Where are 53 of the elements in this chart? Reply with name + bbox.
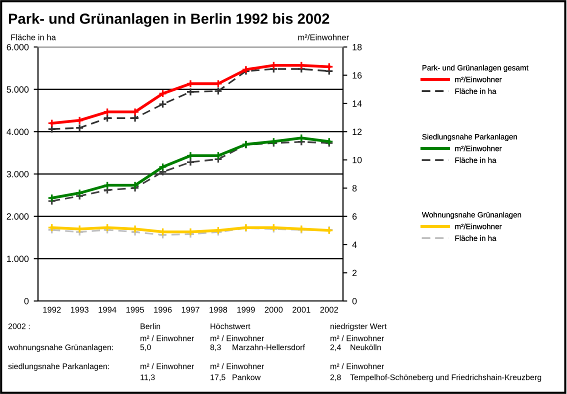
y2-tick-label: 10 (352, 156, 362, 164)
y2-tick-label: 8 (352, 185, 357, 192)
y2-tick-label: 4 (352, 242, 357, 248)
text: Berlin (140, 323, 160, 330)
y2-tick-label: 18 (352, 44, 362, 50)
x-tick-label: 1997 (182, 306, 200, 313)
y-tick-label: 3.000 (6, 170, 29, 178)
text: 11,3 (140, 374, 155, 382)
y2-tick-label: 16 (352, 72, 362, 79)
text: 8,3 (210, 344, 221, 352)
y-tick-label: 6.000 (6, 44, 29, 50)
text: m² / Einwohner (140, 335, 194, 342)
text: 2002 : (8, 323, 30, 330)
y-tick-label: 0 (24, 298, 29, 304)
text: Pankow (232, 374, 261, 380)
y-tick-label: 2.000 (6, 213, 29, 220)
x-tick-label: 1992 (43, 306, 61, 313)
text: m² / Einwohner (210, 335, 264, 342)
y2-tick-label: 0 (352, 298, 357, 304)
text: 17,5 (210, 374, 226, 382)
text: niedrigster Wert (330, 323, 387, 331)
text: m² / Einwohner (210, 363, 264, 370)
x-tick-label: 1995 (126, 306, 144, 313)
y2-tick-label: 12 (352, 128, 362, 135)
x-tick-label: 1994 (98, 306, 116, 313)
chart-title: Park- und Grünanlagen in Berlin 1992 bis 2002 (8, 13, 330, 27)
y-axis-title: Fläche in ha (11, 34, 56, 40)
text: m² / Einwohner (330, 335, 384, 342)
text: wohnungsnahe Grünanlagen: (8, 344, 113, 352)
x-tick-label: 2002 (320, 306, 338, 313)
text: Tempelhof-Schöneberg und Friedrichshain-Kreuzberg (350, 374, 542, 382)
y-tick-label: 1.000 (7, 256, 29, 262)
y2-axis-title: m²/Einwohner (298, 34, 349, 40)
y2-tick-label: 14 (352, 100, 362, 107)
x-tick-label: 2001 (292, 306, 310, 313)
text: 5,0 (140, 344, 151, 352)
y2-tick-label: 6 (352, 213, 357, 220)
text: m² / Einwohner (330, 363, 384, 370)
text: m² / Einwohner (140, 363, 194, 370)
x-tick-label: 2000 (264, 306, 283, 313)
y-tick-label: 4.000 (6, 128, 29, 136)
text: Höchstwert (210, 323, 250, 330)
text: Neukölln (350, 344, 381, 350)
text: Marzahn-Hellersdorf (232, 344, 305, 350)
text: siedlungsnahe Parkanlagen: (8, 363, 109, 371)
y-tick-label: 5.000 (6, 86, 29, 93)
text: 2,8 (330, 374, 341, 382)
x-tick-label: 1996 (154, 306, 172, 313)
text: 2,4 (330, 344, 341, 352)
x-tick-label: 1999 (237, 306, 255, 313)
x-tick-label: 1993 (70, 306, 88, 313)
x-tick-label: 1998 (210, 306, 228, 313)
y2-tick-label: 2 (352, 270, 357, 276)
